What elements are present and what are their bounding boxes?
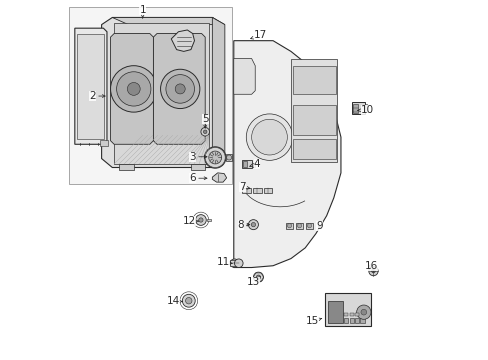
Bar (324, 293, 370, 327)
Circle shape (248, 220, 258, 230)
Bar (295, 222, 303, 229)
Bar (354, 318, 358, 323)
Text: 4: 4 (249, 159, 260, 169)
Text: 7: 7 (239, 182, 249, 192)
Bar (251, 163, 254, 167)
Text: 13: 13 (246, 277, 260, 287)
Circle shape (185, 297, 192, 304)
Polygon shape (233, 59, 255, 94)
Polygon shape (102, 18, 223, 167)
Circle shape (208, 151, 221, 164)
Bar (190, 163, 205, 170)
Bar (114, 23, 208, 164)
Polygon shape (263, 188, 272, 193)
Circle shape (251, 119, 287, 155)
Bar (352, 104, 357, 113)
Bar (290, 59, 337, 162)
Circle shape (195, 215, 206, 225)
Circle shape (175, 84, 185, 94)
Bar (119, 163, 134, 170)
Circle shape (297, 224, 301, 228)
Circle shape (356, 305, 370, 319)
Text: 10: 10 (357, 105, 373, 115)
Circle shape (201, 127, 209, 136)
Text: 14: 14 (166, 296, 182, 306)
Circle shape (110, 66, 157, 112)
Text: 15: 15 (305, 316, 321, 326)
Circle shape (204, 147, 225, 168)
Circle shape (127, 82, 140, 95)
Bar (305, 222, 313, 229)
Bar (77, 33, 104, 139)
Circle shape (198, 218, 203, 222)
Bar (285, 222, 293, 229)
Bar (69, 7, 231, 184)
Bar (225, 154, 232, 161)
Polygon shape (212, 173, 226, 182)
Polygon shape (110, 33, 153, 144)
Bar (292, 139, 335, 158)
Bar (206, 219, 211, 221)
Text: 1: 1 (139, 5, 146, 18)
Polygon shape (242, 188, 250, 193)
Circle shape (182, 294, 195, 307)
Bar (230, 260, 238, 266)
Polygon shape (153, 33, 205, 144)
Bar (354, 313, 358, 316)
Polygon shape (75, 28, 107, 144)
Circle shape (246, 114, 292, 160)
Text: 8: 8 (237, 220, 249, 230)
Circle shape (368, 266, 377, 276)
Text: 12: 12 (182, 216, 198, 226)
Bar (292, 105, 335, 135)
Bar (243, 161, 246, 167)
Text: 6: 6 (189, 173, 206, 183)
Circle shape (307, 224, 311, 228)
Text: 17: 17 (250, 30, 266, 40)
Text: 9: 9 (316, 221, 322, 231)
Polygon shape (253, 188, 261, 193)
Bar (292, 66, 335, 94)
Text: 2: 2 (89, 91, 105, 101)
Polygon shape (112, 18, 224, 24)
Circle shape (360, 309, 366, 315)
Polygon shape (233, 41, 340, 267)
Text: 3: 3 (189, 152, 206, 162)
Polygon shape (212, 18, 224, 167)
Bar (100, 140, 107, 146)
Bar (344, 318, 348, 323)
Bar (242, 160, 251, 168)
Circle shape (371, 269, 374, 273)
Text: 16: 16 (364, 261, 377, 271)
Bar (360, 318, 364, 323)
Circle shape (230, 259, 238, 267)
Text: 11: 11 (216, 257, 232, 267)
Circle shape (203, 130, 206, 134)
Text: 5: 5 (202, 114, 208, 128)
Circle shape (165, 75, 194, 103)
Bar (364, 104, 366, 112)
Circle shape (287, 224, 291, 228)
Bar (349, 318, 353, 323)
Circle shape (256, 275, 260, 279)
Circle shape (160, 69, 200, 109)
Polygon shape (171, 30, 194, 51)
Circle shape (116, 72, 151, 106)
Circle shape (253, 272, 263, 282)
Bar (327, 301, 342, 323)
Circle shape (226, 155, 231, 160)
Circle shape (234, 259, 243, 267)
Circle shape (251, 222, 255, 227)
Bar (344, 313, 348, 316)
Bar (351, 103, 365, 114)
Bar (349, 313, 353, 316)
